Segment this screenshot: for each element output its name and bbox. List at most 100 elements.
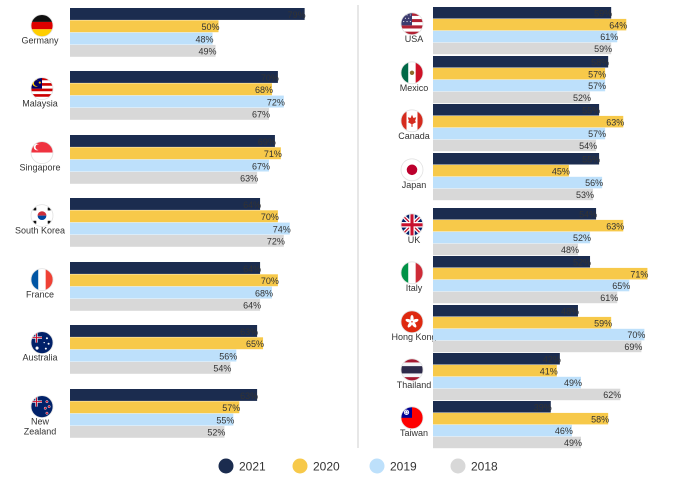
bar-value-label: 54% (579, 209, 597, 219)
bar-2020 (433, 316, 612, 329)
bar-value-label: 61% (600, 32, 618, 42)
bar-2020 (433, 164, 569, 177)
canada-flag-icon (400, 109, 424, 133)
bar-2020 (433, 364, 557, 377)
bar-2019 (70, 95, 284, 108)
bar-value-label: 57% (222, 403, 240, 413)
bar-2018 (433, 188, 594, 201)
france-flag-icon (30, 268, 54, 292)
bar-2018 (70, 298, 261, 311)
thailand-flag-icon (400, 358, 424, 382)
bar-value-label: 72% (267, 237, 285, 247)
country-label: Thailand (397, 380, 432, 390)
mexico-flag-icon (400, 61, 424, 85)
bar-2019 (70, 413, 234, 426)
bar-2021 (70, 71, 278, 83)
country-label: Italy (406, 283, 423, 293)
legend-label: 2019 (390, 460, 417, 474)
bar-value-label: 70% (261, 73, 279, 83)
germany-flag-icon (30, 14, 54, 38)
legend-marker (369, 458, 385, 474)
bar-value-label: 72% (267, 97, 285, 107)
bar-value-label: 64% (243, 264, 261, 274)
bar-2020 (433, 267, 648, 280)
bar-value-label: 42% (543, 354, 561, 364)
legend-item-2019: 2019 (369, 458, 417, 474)
bar-2019 (433, 231, 591, 244)
bar-value-label: 63% (240, 174, 258, 184)
bar-2021 (70, 198, 261, 210)
bar-value-label: 56% (219, 351, 237, 361)
legend-item-2018: 2018 (450, 458, 498, 474)
legend-label: 2021 (239, 460, 266, 474)
bar-value-label: 57% (588, 81, 606, 91)
country-label: Japan (402, 180, 427, 190)
bar-2021 (433, 104, 600, 116)
bar-value-label: 64% (243, 301, 261, 311)
legend-marker (292, 458, 308, 474)
bar-2018 (433, 388, 621, 401)
bar-value-label: 74% (273, 224, 291, 234)
bar-2018 (70, 234, 284, 247)
bar-2021 (433, 256, 591, 268)
bar-value-label: 71% (264, 149, 282, 159)
italy-flag-icon (400, 261, 424, 285)
bar-2021 (433, 353, 560, 365)
country-label: Taiwan (400, 428, 428, 438)
south-korea-flag-icon (30, 204, 54, 228)
bar-2018 (433, 91, 591, 104)
bar-2021 (433, 153, 600, 165)
country-label: Canada (398, 131, 430, 141)
bar-value-label: 54% (213, 364, 231, 374)
bar-value-label: 49% (564, 378, 582, 388)
bar-2021 (433, 305, 578, 317)
australia-flag-icon (30, 331, 54, 355)
country-label: Hong Kong (391, 332, 436, 342)
bar-2021 (433, 7, 612, 19)
bar-2018 (70, 425, 225, 438)
bar-2020 (433, 412, 609, 425)
country-label: UK (408, 235, 421, 245)
bar-value-label: 58% (591, 414, 609, 424)
bar-2020 (70, 401, 240, 414)
bar-2019 (70, 222, 290, 235)
bar-2020 (70, 83, 272, 96)
legend-item-2020: 2020 (292, 458, 340, 474)
bar-2020 (433, 67, 606, 80)
malaysia-flag-icon (30, 77, 54, 100)
hong-kong-flag-icon (400, 310, 424, 334)
bar-value-label: 53% (576, 190, 594, 200)
legend-label: 2020 (313, 460, 340, 474)
bar-value-label: 56% (585, 178, 603, 188)
bar-value-label: 61% (600, 293, 618, 303)
bar-value-label: 52% (207, 428, 225, 438)
bar-value-label: 70% (261, 276, 279, 286)
country-label: South Korea (15, 226, 65, 236)
bar-2019 (433, 30, 618, 43)
bar-value-label: 55% (216, 415, 234, 425)
bar-value-label: 46% (555, 426, 573, 436)
bar-value-label: 59% (594, 318, 612, 328)
bar-value-label: 70% (627, 330, 645, 340)
bar-2018 (70, 44, 216, 57)
bar-2020 (70, 210, 278, 223)
bar-2020 (433, 115, 624, 128)
bar-2020 (433, 219, 624, 232)
country-label: Singapore (19, 163, 60, 173)
bar-2020 (70, 274, 278, 287)
bar-2018 (433, 243, 578, 256)
bar-value-label: 48% (196, 34, 214, 44)
country-label: Germany (21, 36, 59, 46)
bar-2018 (433, 139, 597, 152)
bar-value-label: 58% (591, 57, 609, 67)
bar-2021 (70, 325, 258, 337)
bar-value-label: 57% (588, 69, 606, 79)
singapore-flag-icon (30, 141, 54, 165)
country-label: New (31, 417, 50, 427)
bar-value-label: 69% (624, 342, 642, 352)
bar-value-label: 52% (573, 233, 591, 243)
usa-flag-icon (400, 12, 424, 36)
bar-value-label: 55% (582, 154, 600, 164)
bar-value-label: 62% (603, 390, 621, 400)
